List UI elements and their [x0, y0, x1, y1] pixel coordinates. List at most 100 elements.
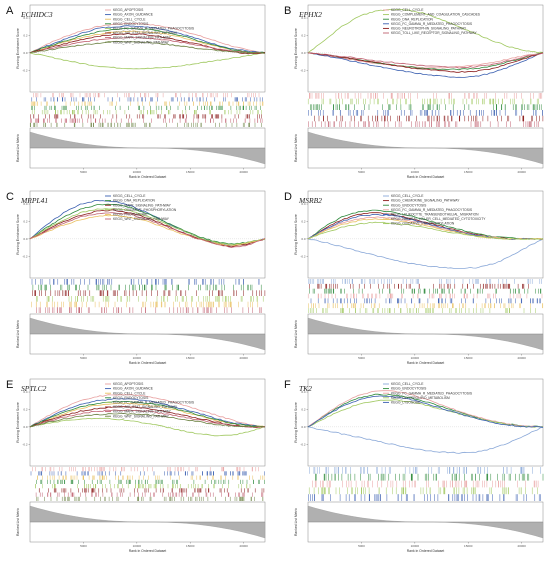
y-axis-label-enrichment: Running Enrichment Score: [294, 28, 298, 69]
enrichment-curve: [29, 417, 266, 437]
legend-label: KEGG_FC_GAMMA_R_MEDIATED_PHAGOCYTOSIS: [391, 22, 473, 26]
y-tick-label: 0.2: [23, 407, 28, 411]
x-tick-label: 5000: [80, 170, 87, 174]
enrichment-curve: [29, 394, 266, 428]
panel-letter: F: [284, 379, 291, 391]
x-axis-label: Rank in Ordered Dataset: [407, 549, 445, 553]
legend-label: KEGG_CELL_CYCLE: [391, 382, 424, 386]
legend-label: KEGG_FC_GAMMA_R_MEDIATED_PHAGOCYTOSIS: [391, 391, 473, 395]
gene-name: MSRB2: [298, 196, 322, 205]
y-tick-label: 0.2: [23, 219, 28, 223]
x-tick-label: 10000: [411, 170, 420, 174]
enrichment-curve: [307, 209, 544, 240]
enrichment-curve: [307, 52, 543, 69]
y-tick-label: 0.0: [301, 51, 306, 55]
x-tick-label: 10000: [133, 544, 142, 548]
enrichment-curve: [307, 9, 544, 54]
enrichment-curve: [29, 22, 266, 54]
x-tick-label: 5000: [358, 356, 365, 360]
legend-label: KEGG_ENDOCYTOSIS: [391, 387, 427, 391]
y-tick-label: -0.2: [300, 442, 306, 446]
legend-label: KEGG_COMPLEMENT_AND_COAGULATION_CASCADES: [391, 13, 481, 17]
legend-label: KEGG_CELL_CYCLE: [391, 8, 424, 12]
enrichment-curve: [29, 212, 266, 248]
legend-label: KEGG_AXON_GUIDANCE: [113, 387, 154, 391]
legend-label: KEGG_CELL_CYCLE: [113, 391, 146, 395]
enrichment-curve: [29, 203, 266, 245]
enrichment-curve: [29, 30, 266, 54]
enrichment-curve: [29, 40, 266, 54]
y-tick-label: 0.4: [301, 16, 306, 20]
legend-label: KEGG_FC_GAMMA_R_MEDIATED_PHAGOCYTOSIS: [391, 208, 473, 212]
y-tick-label: -0.2: [22, 442, 28, 446]
legend-label: KEGG_MAPK_SIGNALING_PATHWAY: [113, 203, 172, 207]
legend-label: KEGG_CELL_CYCLE: [113, 194, 146, 198]
enrichment-curve: [29, 52, 266, 70]
legend-label: KEGG_CELL_CYCLE: [391, 194, 424, 198]
legend-label: KEGG_LEUKOCYTE_TRANSENDOTHELIAL_MIGRATIO…: [391, 213, 479, 217]
x-axis-label: Rank in Ordered Dataset: [407, 175, 445, 179]
enrichment-plot-frame: [307, 378, 544, 467]
enrichment-curve: [307, 218, 544, 240]
enrichment-curve: [307, 212, 543, 240]
enrichment-plot-frame: [29, 190, 266, 279]
gene-name: TK2: [299, 384, 312, 393]
enrichment-curve: [307, 426, 544, 454]
x-tick-label: 15000: [186, 170, 195, 174]
x-tick-label: 20000: [239, 544, 248, 548]
enrichment-curve: [307, 52, 544, 69]
y-axis-label-metric: Ranked List Metric: [16, 320, 20, 348]
legend-label: KEGG_APOPTOSIS: [113, 8, 144, 12]
enrichment-curve: [308, 52, 544, 78]
y-axis-label-metric: Ranked List Metric: [294, 134, 298, 162]
enrichment-curve: [29, 28, 266, 54]
enrichment-curve: [307, 221, 544, 240]
legend-label: KEGG_OXIDATIVE_PHOSPHORYLATION: [391, 222, 455, 226]
x-tick-label: 20000: [239, 356, 248, 360]
x-tick-label: 10000: [133, 356, 142, 360]
legend-label: KEGG_DNA_REPLICATION: [391, 17, 434, 21]
panel-letter: B: [284, 5, 291, 17]
legend-label: KEGG_JAK_STAT_SIGNALING_PATHWAY: [113, 31, 178, 35]
legend-label: KEGG_ENDOCYTOSIS: [113, 396, 149, 400]
y-tick-label: 0.0: [23, 425, 28, 429]
enrichment-curve: [29, 400, 266, 428]
enrichment-curve: [29, 25, 266, 54]
y-tick-label: 0.2: [301, 33, 306, 37]
legend-label: KEGG_GLYCEROLIPID_METABOLISM: [391, 396, 450, 400]
y-tick-label: 0.2: [301, 407, 306, 411]
legend-label: KEGG_FC_GAMMA_R_MEDIATED_PHAGOCYTOSIS: [113, 401, 195, 405]
x-tick-label: 20000: [239, 170, 248, 174]
legend-label: KEGG_WNT_SIGNALING_PATHWAY: [113, 40, 170, 44]
y-tick-label: 0.0: [301, 425, 306, 429]
y-axis-label-metric: Ranked List Metric: [294, 320, 298, 348]
legend-label: KEGG_NATURAL_KILLER_CELL_MEDIATED_CYTOTO…: [391, 217, 486, 221]
x-tick-label: 20000: [517, 356, 526, 360]
panel-letter: E: [6, 379, 13, 391]
legend-label: KEGG_LYSOSOME: [391, 401, 421, 405]
y-tick-label: -0.2: [22, 254, 28, 258]
y-axis-label-enrichment: Running Enrichment Score: [16, 28, 20, 69]
enrichment-curve: [29, 208, 266, 246]
y-tick-label: 0.0: [23, 51, 28, 55]
enrichment-curve: [29, 36, 266, 54]
y-tick-label: -0.2: [22, 68, 28, 72]
legend-label: KEGG_WNT_SIGNALING_PATHWAY: [113, 414, 170, 418]
y-axis-label-metric: Ranked List Metric: [294, 508, 298, 536]
legend-label: KEGG_MAPK_SIGNALING_PATHWAY: [113, 36, 172, 40]
y-tick-label: 0.4: [23, 202, 28, 206]
x-tick-label: 15000: [186, 544, 195, 548]
gene-name: ECHIDC3: [20, 10, 53, 19]
x-tick-label: 15000: [186, 356, 195, 360]
legend-label: KEGG_MAPK_SIGNALING_PATHWAY: [113, 410, 172, 414]
y-tick-label: -0.2: [300, 68, 306, 72]
enrichment-curve: [307, 395, 544, 428]
panel-letter: D: [284, 191, 292, 203]
x-axis-label: Rank in Ordered Dataset: [129, 549, 167, 553]
y-tick-label: -0.2: [300, 254, 306, 258]
